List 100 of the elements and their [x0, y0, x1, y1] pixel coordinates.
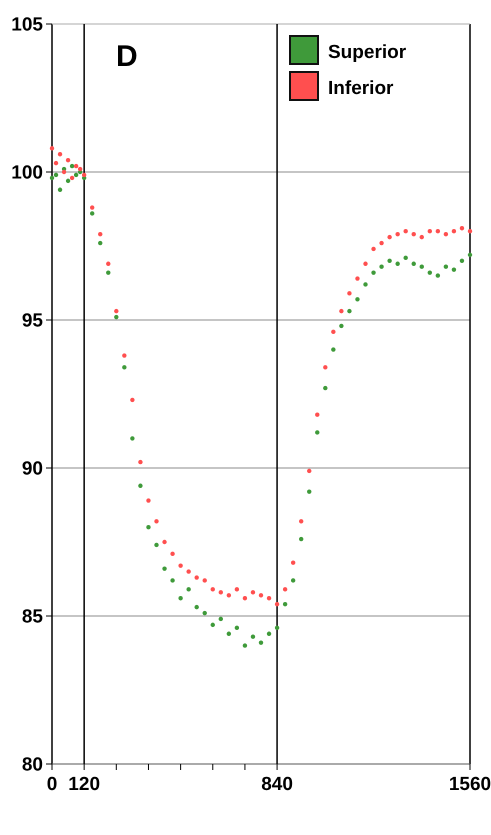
point — [274, 626, 280, 630]
point — [444, 232, 448, 236]
point — [298, 519, 304, 524]
point — [379, 240, 384, 246]
point — [130, 398, 135, 402]
point — [298, 536, 304, 542]
point — [363, 282, 368, 287]
point — [70, 164, 74, 168]
point — [347, 308, 352, 314]
point — [452, 229, 456, 234]
point — [323, 386, 328, 390]
point — [98, 232, 102, 236]
point — [50, 176, 54, 180]
x-tick-label: 0 — [46, 774, 58, 795]
point — [290, 560, 296, 565]
point — [202, 610, 207, 616]
legend-label: Superior — [328, 42, 407, 63]
legend-label: Inferior — [328, 78, 394, 99]
point — [66, 178, 70, 184]
point — [258, 593, 264, 598]
point — [242, 643, 248, 648]
point — [90, 205, 94, 210]
point — [62, 170, 66, 174]
point — [395, 262, 400, 266]
point — [194, 604, 199, 610]
x-tick-label: 840 — [261, 774, 293, 795]
point — [371, 246, 376, 252]
point — [371, 270, 376, 275]
point — [226, 632, 232, 636]
x-tick-label: 1560 — [448, 774, 491, 795]
point — [130, 436, 135, 441]
point — [420, 234, 424, 240]
point — [468, 229, 472, 234]
y-tick-label: 90 — [22, 458, 43, 480]
point — [363, 262, 368, 266]
point — [266, 596, 272, 600]
point — [339, 308, 344, 314]
point — [162, 566, 167, 571]
point — [258, 640, 264, 645]
point — [50, 146, 54, 151]
point — [355, 297, 360, 302]
point — [307, 468, 312, 474]
point — [420, 264, 424, 269]
point — [138, 460, 143, 464]
point — [178, 596, 183, 600]
point — [355, 276, 360, 281]
point — [339, 324, 344, 328]
point — [178, 563, 183, 568]
point — [460, 226, 464, 230]
point — [114, 308, 119, 314]
point — [210, 622, 215, 628]
point — [412, 232, 416, 236]
point — [403, 256, 408, 260]
point — [250, 590, 256, 595]
point — [218, 616, 224, 622]
annotation: D — [116, 40, 138, 73]
point — [146, 498, 151, 503]
point — [58, 188, 62, 192]
point — [74, 172, 78, 178]
point — [403, 229, 408, 234]
point — [460, 258, 464, 263]
point — [74, 164, 78, 168]
point — [58, 152, 62, 156]
point — [315, 412, 320, 417]
point — [114, 314, 119, 320]
point — [428, 270, 432, 275]
point — [266, 632, 272, 636]
point — [186, 587, 191, 592]
point — [226, 593, 232, 598]
point — [162, 540, 167, 544]
point — [234, 626, 240, 630]
point — [282, 587, 288, 592]
point — [122, 353, 127, 358]
point — [218, 590, 224, 595]
point — [379, 264, 384, 269]
y-tick-label: 100 — [11, 162, 43, 184]
point — [331, 330, 336, 334]
point — [186, 569, 191, 574]
point — [234, 587, 240, 592]
point — [395, 232, 400, 236]
point — [154, 519, 159, 524]
point — [242, 596, 248, 600]
y-tick-label: 95 — [22, 310, 44, 332]
point — [106, 262, 110, 266]
point — [315, 430, 320, 435]
point — [138, 484, 143, 488]
point — [387, 258, 392, 263]
x-tick-label: 120 — [68, 774, 100, 795]
point — [331, 347, 336, 352]
point — [323, 365, 328, 370]
point — [428, 229, 432, 234]
point — [146, 525, 151, 530]
point — [54, 160, 58, 166]
point — [122, 365, 127, 370]
point — [436, 229, 440, 234]
point — [202, 578, 207, 583]
point — [436, 273, 440, 278]
point — [250, 634, 256, 639]
point — [444, 264, 448, 269]
point — [154, 542, 159, 548]
